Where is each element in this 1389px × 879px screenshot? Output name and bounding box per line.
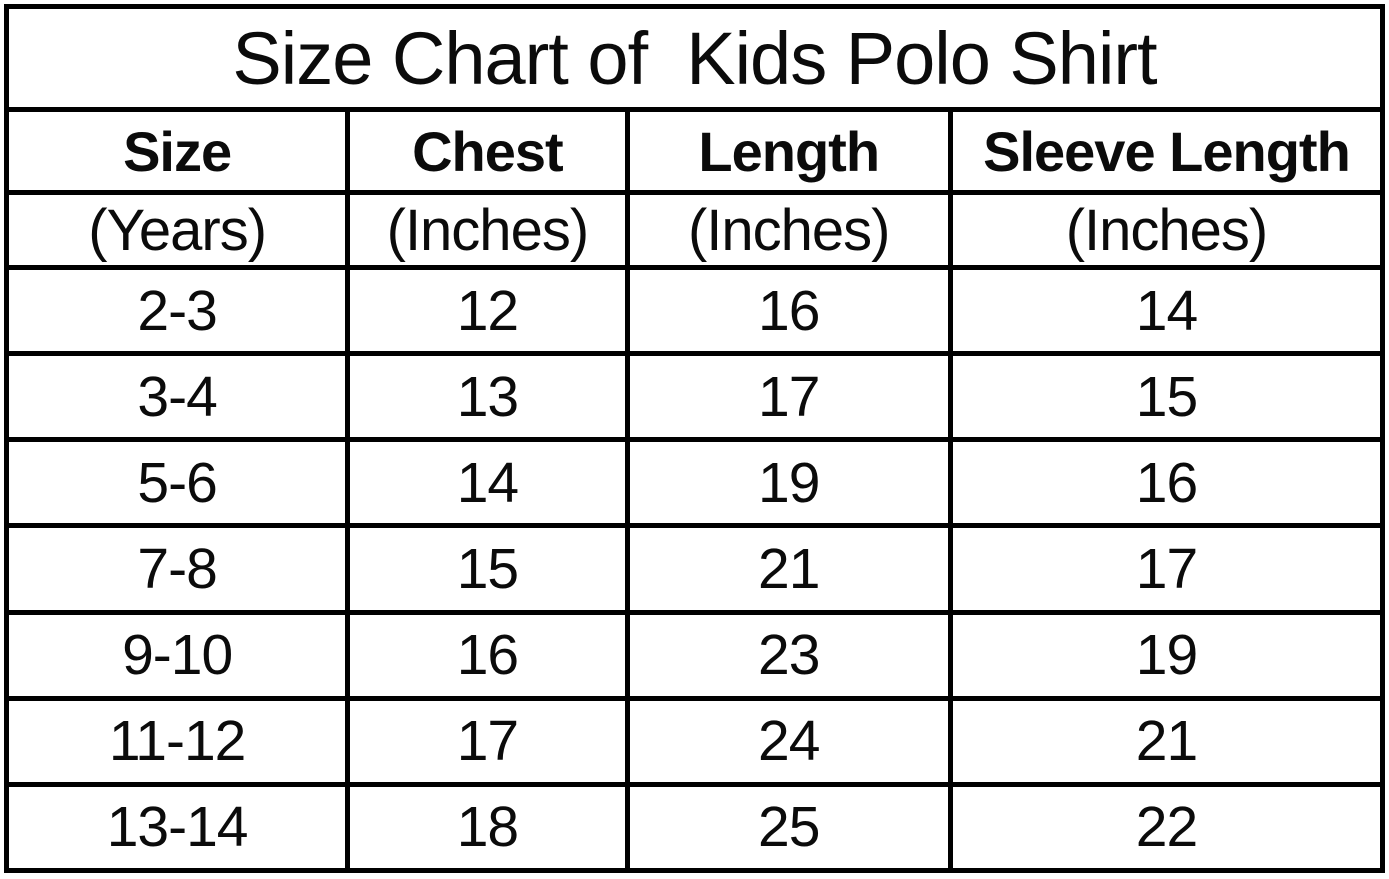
column-unit-sleeve-length: (Inches) xyxy=(947,190,1386,270)
cell-size: 9-10 xyxy=(3,609,351,701)
title-row: Size Chart of Kids Polo Shirt xyxy=(4,4,1385,112)
table-row: 9-10 16 23 19 xyxy=(3,609,1386,701)
column-unit-chest: (Inches) xyxy=(345,190,630,270)
cell-sleeve-length: 22 xyxy=(947,781,1386,874)
column-header-sleeve-length: Sleeve Length xyxy=(947,107,1386,195)
cell-chest: 12 xyxy=(345,264,630,357)
column-unit-size: (Years) xyxy=(3,190,351,270)
cell-length: 24 xyxy=(624,695,953,787)
cell-chest: 15 xyxy=(345,523,630,615)
unit-row: (Years) (Inches) (Inches) (Inches) xyxy=(3,190,1386,270)
cell-sleeve-length: 16 xyxy=(947,437,1386,529)
table-row: 2-3 12 16 14 xyxy=(3,264,1386,357)
cell-chest: 14 xyxy=(345,437,630,529)
cell-sleeve-length: 21 xyxy=(947,695,1386,787)
table-row: 13-14 18 25 22 xyxy=(3,781,1386,874)
cell-size: 7-8 xyxy=(3,523,351,615)
table-row: 3-4 13 17 15 xyxy=(3,351,1386,443)
cell-chest: 16 xyxy=(345,609,630,701)
cell-size: 3-4 xyxy=(3,351,351,443)
cell-sleeve-length: 14 xyxy=(947,264,1386,357)
cell-sleeve-length: 15 xyxy=(947,351,1386,443)
cell-sleeve-length: 19 xyxy=(947,609,1386,701)
column-header-chest: Chest xyxy=(345,107,630,195)
cell-size: 5-6 xyxy=(3,437,351,529)
chart-title: Size Chart of Kids Polo Shirt xyxy=(4,4,1385,112)
table-row: 7-8 15 21 17 xyxy=(3,523,1386,615)
cell-size: 11-12 xyxy=(3,695,351,787)
cell-sleeve-length: 17 xyxy=(947,523,1386,615)
cell-size: 13-14 xyxy=(3,781,351,874)
cell-length: 21 xyxy=(624,523,953,615)
cell-chest: 13 xyxy=(345,351,630,443)
cell-length: 25 xyxy=(624,781,953,874)
size-chart-table: Size Chart of Kids Polo Shirt Size Chest… xyxy=(3,4,1386,874)
cell-length: 16 xyxy=(624,264,953,357)
cell-length: 17 xyxy=(624,351,953,443)
cell-length: 19 xyxy=(624,437,953,529)
header-row: Size Chest Length Sleeve Length xyxy=(3,107,1386,195)
cell-chest: 17 xyxy=(345,695,630,787)
table-row: 11-12 17 24 21 xyxy=(3,695,1386,787)
column-unit-length: (Inches) xyxy=(624,190,953,270)
cell-length: 23 xyxy=(624,609,953,701)
column-header-size: Size xyxy=(3,107,351,195)
cell-chest: 18 xyxy=(345,781,630,874)
table-row: 5-6 14 19 16 xyxy=(3,437,1386,529)
column-header-length: Length xyxy=(624,107,953,195)
cell-size: 2-3 xyxy=(3,264,351,357)
